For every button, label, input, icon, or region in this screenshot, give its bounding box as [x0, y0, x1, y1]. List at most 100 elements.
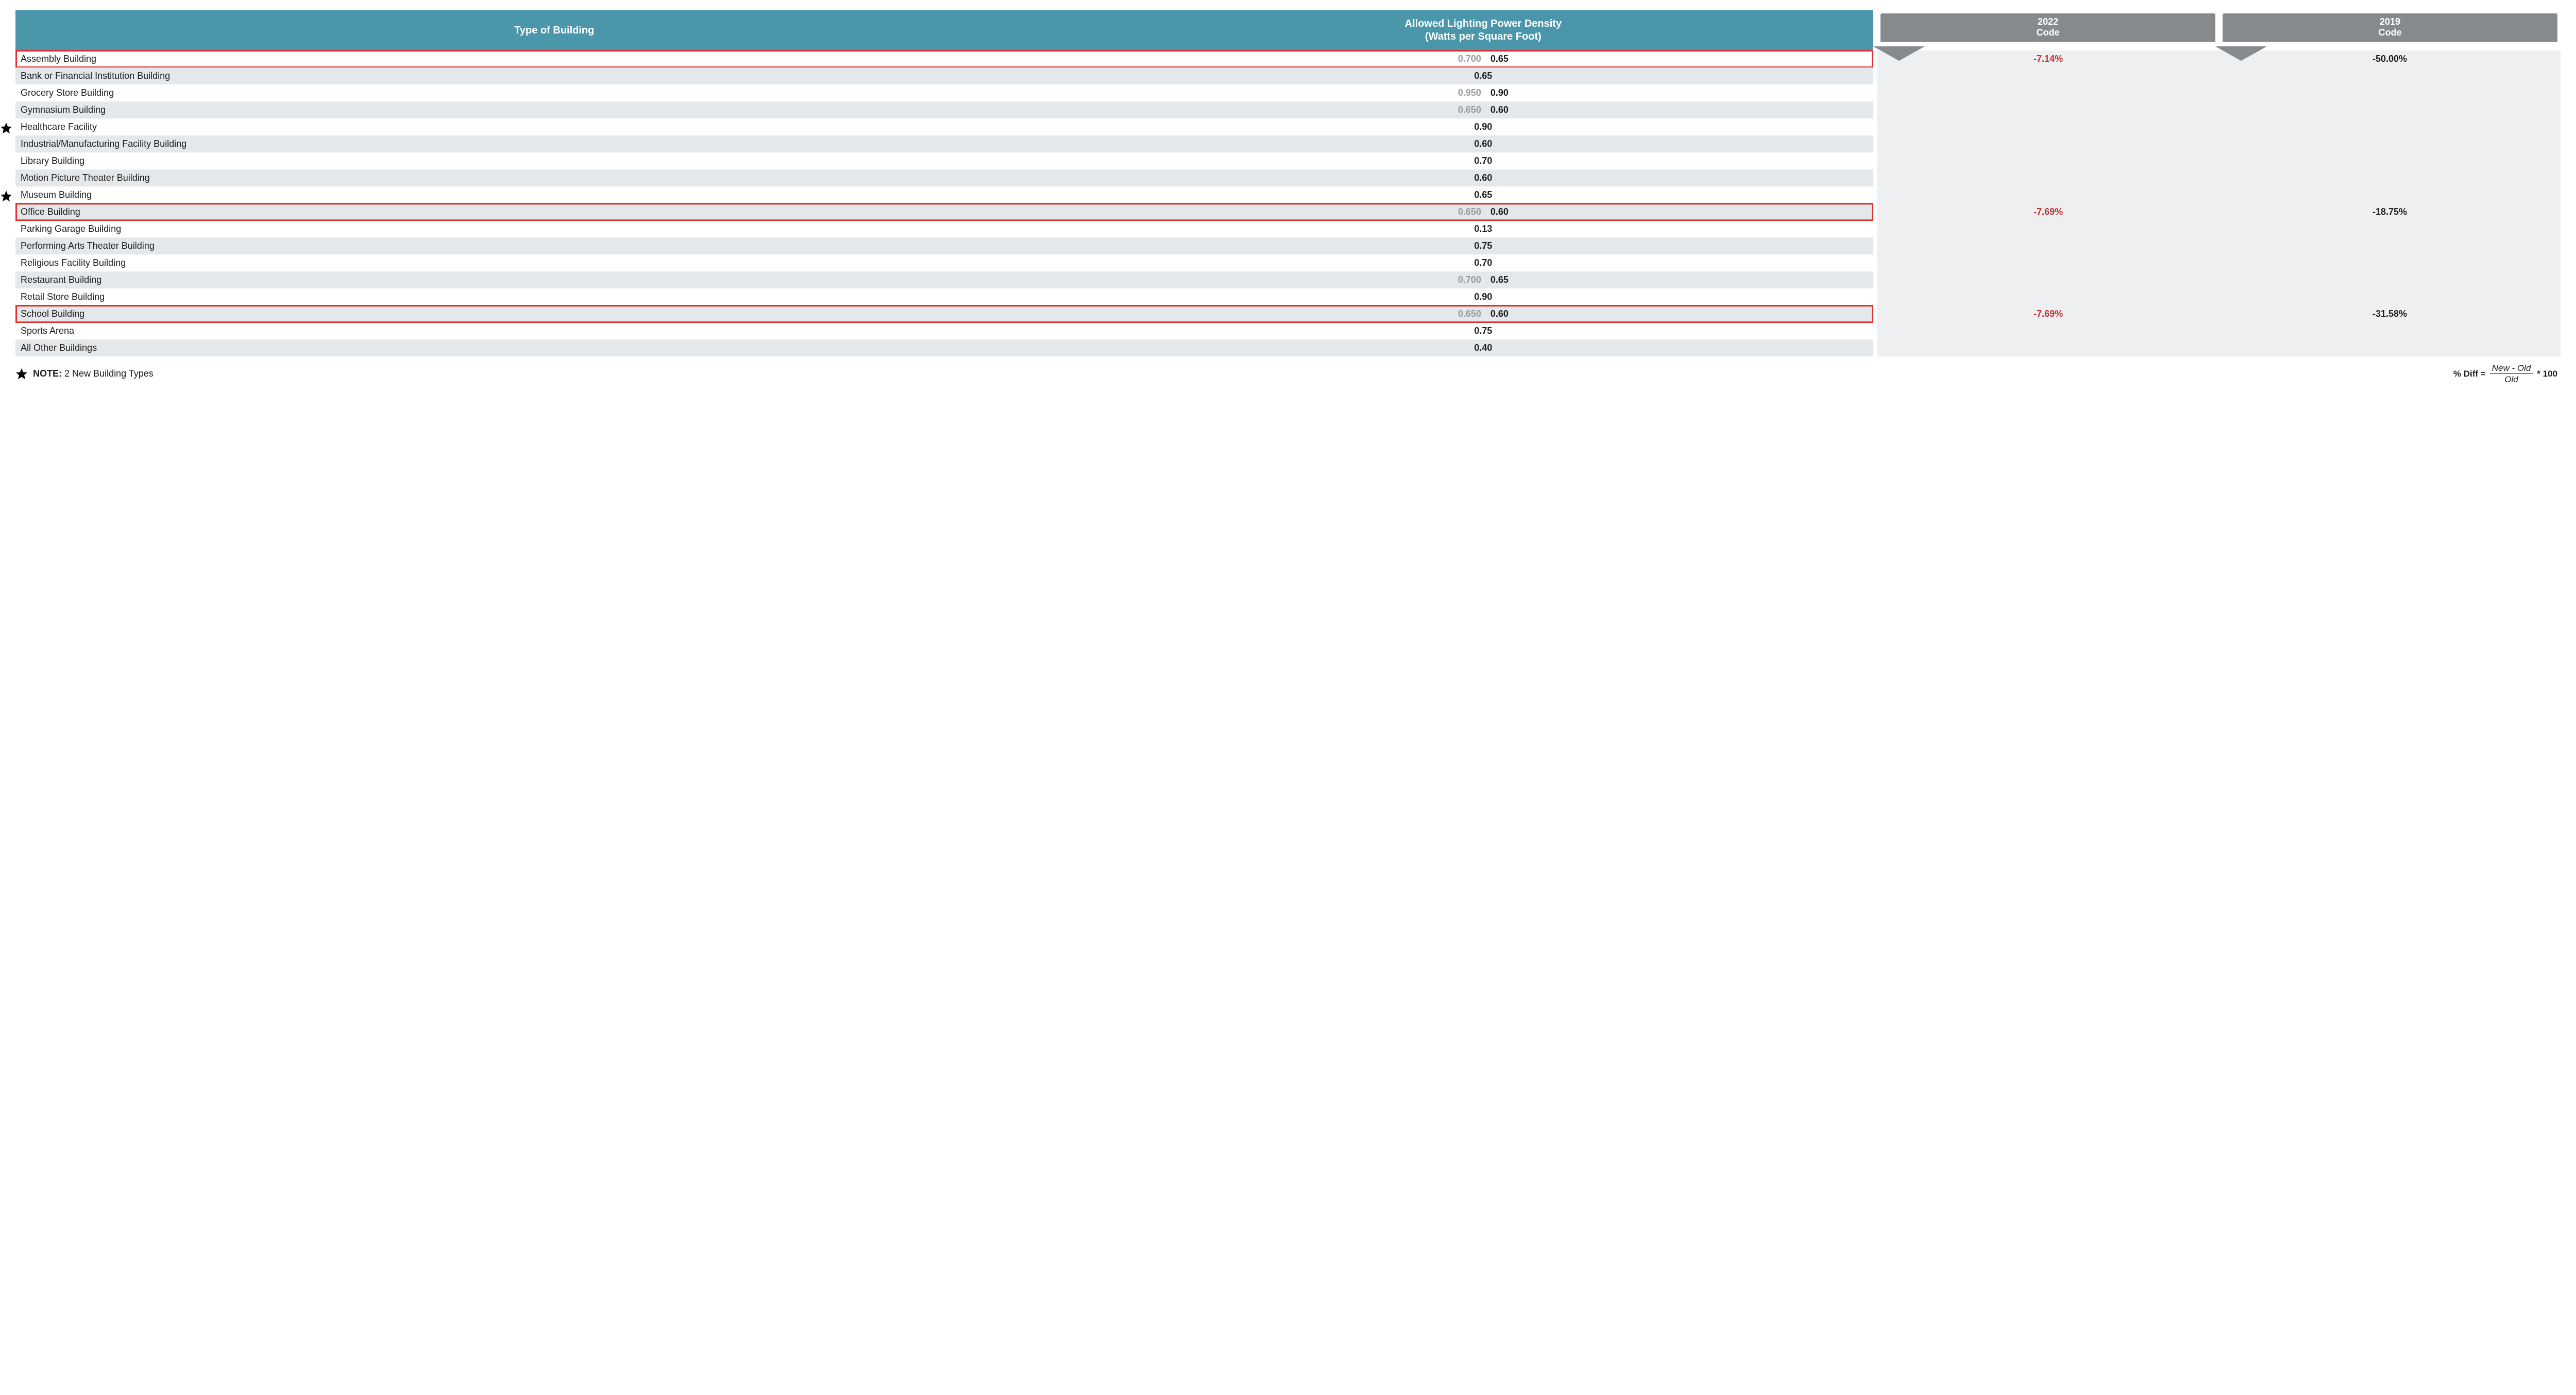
arrow-2022-line2: Code [2037, 27, 2060, 38]
table-row: Office Building 0.650 0.60 [15, 203, 1873, 220]
arrow-2019-line1: 2019 [2380, 16, 2400, 27]
formula-left: % Diff = [2453, 369, 2486, 379]
arrow-2019-line2: Code [2379, 27, 2402, 38]
star-column [0, 10, 13, 356]
lpd-value: 0.950 0.90 [1093, 88, 1874, 98]
lpd-value: 0.13 [1093, 224, 1874, 234]
building-name: Performing Arts Theater Building [15, 241, 1093, 251]
formula: % Diff = New - Old Old * 100 [2453, 364, 2557, 384]
new-value: 0.60 [1490, 309, 1509, 319]
table-row: Motion Picture Theater Building0.60 [15, 169, 1873, 186]
lpd-value: 0.75 [1093, 326, 1874, 336]
table-row: All Other Buildings0.40 [15, 339, 1873, 356]
table-row: Assembly Building0.7000.65 [15, 50, 1873, 67]
diff-2022: -7.69% [1877, 207, 2219, 217]
chevron-down-icon [1873, 46, 1925, 61]
diff-panel: 2022 Code 2019 Code [1877, 10, 2561, 356]
footer: NOTE: 2 New Building Types % Diff = New … [15, 364, 2561, 384]
table-row: Religious Facility Building 0.70 [15, 254, 1873, 271]
table-row: Parking Garage Building0.13 [15, 220, 1873, 237]
star-icon [0, 190, 12, 202]
building-name: Industrial/Manufacturing Facility Buildi… [15, 139, 1093, 149]
table-row: Industrial/Manufacturing Facility Buildi… [15, 135, 1873, 152]
new-value: 0.60 [1474, 139, 1492, 149]
lpd-value: 0.70 [1093, 258, 1874, 268]
building-name: Grocery Store Building [15, 88, 1093, 98]
lpd-value: 0.75 [1093, 241, 1874, 251]
note: NOTE: 2 New Building Types [15, 368, 154, 380]
diff-2022: -7.69% [1877, 309, 2219, 319]
building-name: Healthcare Facility [15, 122, 1093, 132]
lpd-value: 0.6500.60 [1093, 105, 1874, 115]
lpd-value: 0.90 [1093, 292, 1874, 302]
formula-right: * 100 [2537, 369, 2557, 379]
diff-body: -7.14%-50.00%-7.69%-18.75%-7.69%-31.58% [1877, 50, 2561, 356]
note-text: 2 New Building Types [64, 368, 154, 379]
diff-2019: -18.75% [2219, 207, 2561, 217]
new-value: 0.65 [1490, 54, 1509, 64]
formula-num: New - Old [2490, 364, 2533, 374]
building-name: Gymnasium Building [15, 105, 1093, 115]
new-value: 0.75 [1474, 241, 1492, 251]
table-header: Type of Building Allowed Lighting Power … [15, 10, 1873, 50]
new-value: 0.90 [1474, 292, 1492, 302]
table-row: Healthcare Facility0.90 [15, 118, 1873, 135]
arrow-2019: 2019 Code [2222, 10, 2558, 50]
new-type-marker [0, 121, 13, 135]
building-name: School Building [15, 309, 1093, 319]
building-name: Retail Store Building [15, 292, 1093, 302]
old-value: 0.700 [1458, 275, 1481, 285]
building-name: Motion Picture Theater Building [15, 173, 1093, 183]
formula-den: Old [2504, 374, 2518, 384]
table-body: Assembly Building0.7000.65Bank or Financ… [15, 50, 1873, 356]
new-value: 0.60 [1490, 207, 1509, 217]
diff-header: 2022 Code 2019 Code [1877, 10, 2561, 50]
table-row: Retail Store Building 0.90 [15, 288, 1873, 305]
header-lpd-line1: Allowed Lighting Power Density [1405, 18, 1562, 29]
building-name: Museum Building [15, 190, 1093, 200]
lpd-value: 0.650 0.60 [1093, 207, 1874, 217]
lpd-value: 0.65 [1093, 71, 1874, 81]
diff-2022: -7.14% [1877, 54, 2219, 64]
arrow-2022: 2022 Code [1879, 10, 2216, 50]
lpd-value: 0.40 [1093, 343, 1874, 353]
diff-row: -7.69%-31.58% [1877, 305, 2561, 322]
table-row: Museum Building0.65 [15, 186, 1873, 203]
building-name: Parking Garage Building [15, 224, 1093, 234]
note-bold: NOTE: [33, 368, 62, 379]
lpd-value: 0.65 [1093, 190, 1874, 200]
star-icon [0, 122, 12, 134]
old-value: 0.650 [1458, 309, 1481, 319]
header-lpd: Allowed Lighting Power Density (Watts pe… [1093, 18, 1874, 43]
new-value: 0.70 [1474, 156, 1492, 166]
old-value: 0.950 [1458, 88, 1481, 98]
old-value: 0.650 [1458, 207, 1481, 217]
star-icon [15, 368, 28, 380]
lpd-value: 0.650 0.60 [1093, 309, 1874, 319]
table-row: Bank or Financial Institution Building0.… [15, 67, 1873, 84]
arrow-2022-line1: 2022 [2038, 16, 2058, 27]
lpd-value: 0.7000.65 [1093, 275, 1874, 285]
building-name: Sports Arena [15, 326, 1093, 336]
table-row: Restaurant Building0.7000.65 [15, 271, 1873, 288]
new-value: 0.40 [1474, 343, 1492, 353]
table-row: Performing Arts Theater Building 0.75 [15, 237, 1873, 254]
formula-fraction: New - Old Old [2490, 364, 2533, 384]
main-table: Type of Building Allowed Lighting Power … [15, 10, 1873, 356]
building-name: Library Building [15, 156, 1093, 166]
diff-2019: -31.58% [2219, 309, 2561, 319]
new-value: 0.60 [1490, 105, 1509, 115]
lpd-value: 0.60 [1093, 173, 1874, 183]
building-name: Assembly Building [15, 54, 1093, 64]
lpd-value: 0.60 [1093, 139, 1874, 149]
building-name: Religious Facility Building [15, 258, 1093, 268]
table-row: Grocery Store Building 0.950 0.90 [15, 84, 1873, 101]
new-value: 0.65 [1474, 71, 1492, 81]
diff-row: -7.69%-18.75% [1877, 203, 2561, 220]
building-name: Office Building [15, 207, 1093, 217]
table-row: School Building 0.650 0.60 [15, 305, 1873, 322]
new-value: 0.70 [1474, 258, 1492, 268]
new-value: 0.90 [1490, 88, 1509, 98]
lpd-value: 0.7000.65 [1093, 54, 1874, 64]
new-type-marker [0, 189, 13, 203]
